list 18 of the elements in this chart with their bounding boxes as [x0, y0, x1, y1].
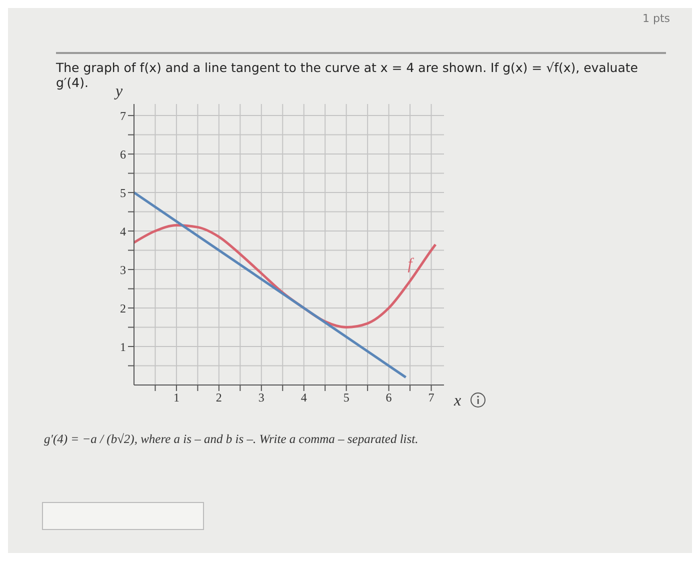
- x-tick-label: 1: [173, 390, 180, 405]
- x-tick-label: 2: [216, 390, 222, 405]
- x-axis-title: x: [453, 392, 462, 410]
- y-tick-label: 4: [120, 224, 126, 238]
- y-tick-label: 6: [120, 147, 126, 162]
- y-tick-label: 1: [120, 340, 126, 354]
- y-tick-label: 3: [120, 262, 126, 277]
- x-tick-label: 3: [258, 390, 264, 405]
- text: g′(4) = −a / (b√2), where a is – and b is –. Write a comma – separated list.: [44, 432, 418, 447]
- x-tick-label: 6: [386, 390, 392, 405]
- y-tick-label: 7: [120, 108, 126, 123]
- text: 1 pts: [642, 12, 670, 25]
- y-tick-label: 2: [120, 301, 126, 316]
- y-tick-label: 5: [120, 186, 126, 200]
- series-label: f: [408, 256, 415, 274]
- x-tick-label: 5: [343, 390, 350, 405]
- x-tick-label: 7: [428, 390, 434, 405]
- x-tick-label: 4: [300, 390, 307, 405]
